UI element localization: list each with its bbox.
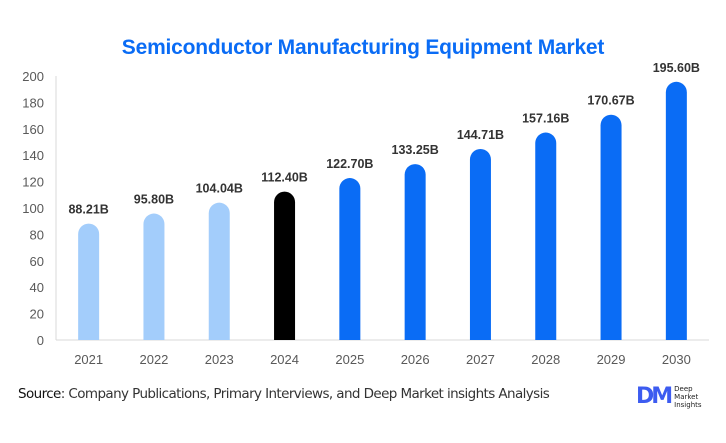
data-label-2021: 88.21B (68, 203, 108, 217)
y-tick-label: 200 (22, 69, 44, 84)
data-label-2028: 157.16B (522, 112, 569, 126)
logo-text: Deep Market Insights (674, 385, 701, 409)
source-label: Source (18, 386, 61, 402)
source-note: Source: Company Publications, Primary In… (18, 386, 550, 402)
company-logo: DM Deep Market Insights (636, 385, 702, 409)
source-text: : Company Publications, Primary Intervie… (60, 386, 550, 402)
bar-2027 (469, 148, 491, 340)
x-tick-label: 2028 (531, 352, 560, 367)
bar-2022 (143, 213, 165, 340)
data-label-2022: 95.80B (134, 193, 174, 207)
bar-2023 (208, 202, 230, 340)
data-label-2027: 144.71B (457, 128, 504, 142)
bar-2029 (600, 114, 622, 340)
y-tick-label: 140 (22, 148, 44, 163)
x-tick-label: 2029 (597, 352, 626, 367)
bar-2030 (665, 81, 687, 341)
y-tick-label: 120 (22, 175, 44, 190)
bar-2028 (535, 132, 557, 340)
logo-line-2: Market (674, 393, 699, 401)
x-tick-label: 2027 (466, 352, 495, 367)
x-tick-label: 2023 (205, 352, 234, 367)
data-label-2024: 112.40B (261, 171, 308, 185)
x-tick-label: 2021 (74, 352, 103, 367)
logo-mark: DM (636, 384, 673, 409)
x-tick-label: 2026 (401, 352, 430, 367)
y-tick-label: 0 (37, 333, 44, 348)
bar-2025 (339, 178, 361, 340)
data-label-2026: 133.25B (392, 143, 439, 157)
x-tick-label: 2030 (662, 352, 691, 367)
y-tick-label: 180 (22, 95, 44, 110)
x-tick-label: 2022 (139, 352, 168, 367)
y-tick-label: 20 (30, 307, 44, 322)
data-label-2030: 195.60B (653, 61, 700, 75)
bar-2026 (404, 164, 426, 340)
data-label-2029: 170.67B (587, 94, 634, 108)
y-tick-label: 80 (30, 227, 44, 242)
y-tick-label: 100 (22, 201, 44, 216)
y-tick-label: 60 (30, 254, 44, 269)
logo-line-1: Deep (674, 385, 693, 393)
chart-title: Semiconductor Manufacturing Equipment Ma… (121, 36, 605, 59)
bar-2024 (274, 191, 296, 340)
logo-line-3: Insights (674, 401, 702, 409)
x-tick-label: 2025 (335, 352, 364, 367)
data-label-2023: 104.04B (196, 182, 243, 196)
bar-2021 (78, 223, 100, 340)
y-tick-label: 40 (30, 280, 44, 295)
data-label-2025: 122.70B (326, 157, 373, 171)
y-tick-label: 160 (22, 122, 44, 137)
x-tick-label: 2024 (270, 352, 299, 367)
